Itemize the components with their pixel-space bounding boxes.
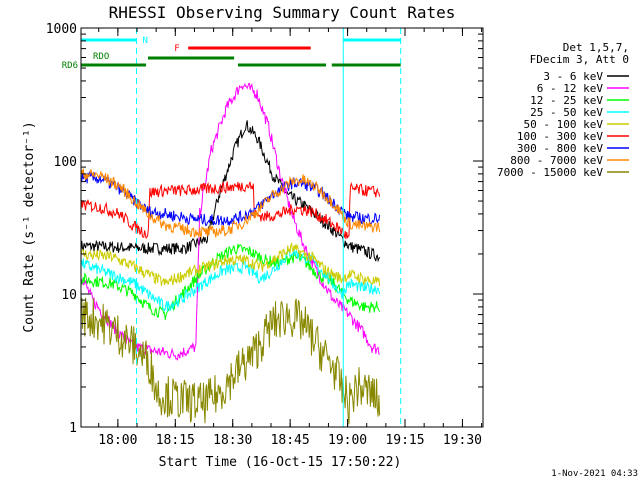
series-line xyxy=(81,120,381,263)
legend-entry-label: 3 - 6 keV xyxy=(543,70,603,83)
footer-timestamp: 1-Nov-2021 04:33 xyxy=(551,469,638,479)
annotation-label: RDO xyxy=(93,52,109,62)
x-tick-label: 19:30 xyxy=(443,433,482,448)
annotation-label: N xyxy=(143,36,148,46)
series-line xyxy=(81,241,381,287)
x-tick-label: 18:30 xyxy=(213,433,252,448)
series-line xyxy=(81,297,381,425)
legend-header: FDecim 3, Att 0 xyxy=(530,53,629,66)
x-tick-label: 18:15 xyxy=(156,433,195,448)
legend-entry-label: 300 - 800 keV xyxy=(517,142,603,155)
series-line xyxy=(81,248,381,313)
x-tick-label: 19:00 xyxy=(328,433,367,448)
legend-entry-label: 100 - 300 keV xyxy=(517,130,603,143)
y-tick-label: 1000 xyxy=(46,22,77,37)
x-tick-label: 19:15 xyxy=(385,433,424,448)
series-layer xyxy=(81,82,381,425)
y-tick-label: 100 xyxy=(54,155,77,170)
series-line xyxy=(81,170,381,227)
y-tick-label: 10 xyxy=(61,288,77,303)
plot-frame xyxy=(80,27,484,428)
legend-entry-label: 800 - 7000 keV xyxy=(510,154,603,167)
x-tick-label: 18:45 xyxy=(271,433,310,448)
annotation-bars: N F RDO RD6 xyxy=(62,36,401,71)
series-line xyxy=(81,243,381,320)
x-tick-label: 18:00 xyxy=(98,433,137,448)
axes: 18:00 18:15 18:30 18:45 19:00 19:15 19:30 1 10 10… xyxy=(46,22,483,448)
y-axis-label: Count Rate (s⁻¹ detector⁻¹) xyxy=(22,121,37,332)
x-axis-label: Start Time (16-Oct-15 17:50:22) xyxy=(159,455,402,470)
legend-header: Det 1,5,7, xyxy=(563,41,629,54)
legend-entry-label: 25 - 50 keV xyxy=(530,106,603,119)
legend-entry-label: 12 - 25 keV xyxy=(530,94,603,107)
annotation-label: F xyxy=(174,44,179,54)
series-line xyxy=(81,181,381,240)
legend-entry-label: 6 - 12 keV xyxy=(537,82,604,95)
series-line xyxy=(81,168,381,239)
chart-title: RHESSI Observing Summary Count Rates xyxy=(109,3,456,22)
legend-entry-label: 7000 - 15000 keV xyxy=(497,166,603,179)
legend-entry-label: 50 - 100 keV xyxy=(524,118,604,131)
y-tick-label: 1 xyxy=(69,421,77,436)
annotation-label: RD6 xyxy=(62,61,78,71)
